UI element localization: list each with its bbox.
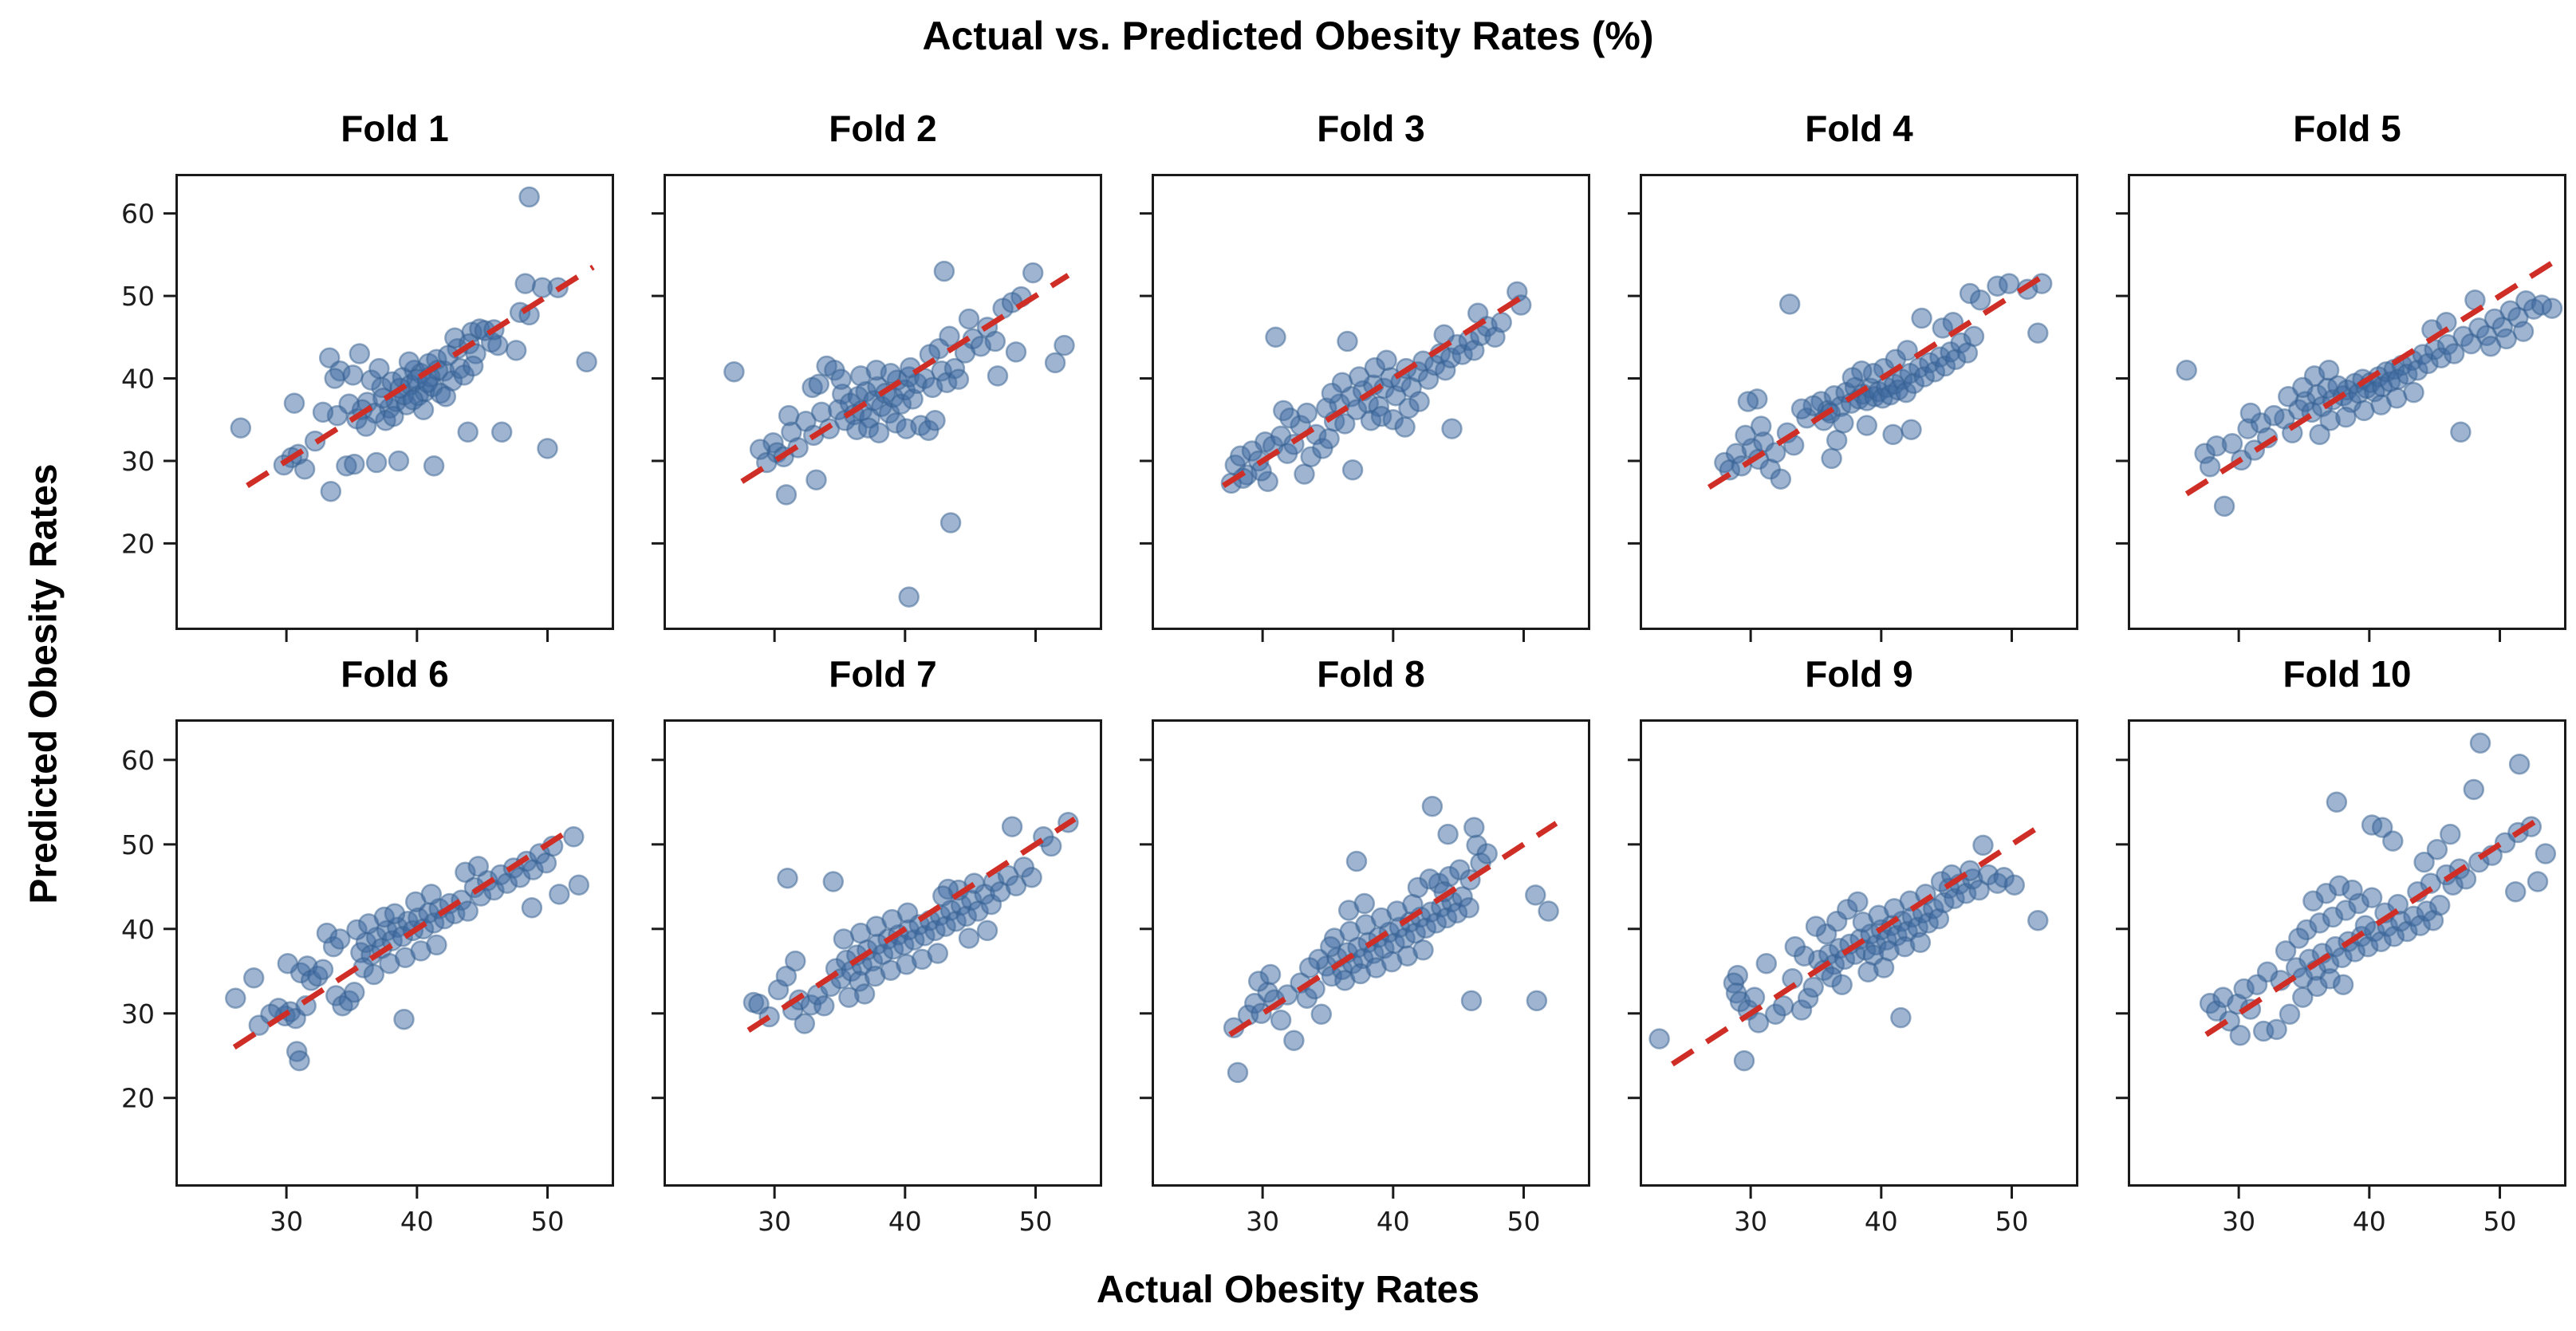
y-tick-label: 50	[121, 281, 155, 312]
scatter-plot-fold-3	[1140, 174, 1590, 642]
axis-ticks	[163, 758, 549, 1199]
x-tick-label: 30	[270, 1206, 303, 1237]
identity-line	[2204, 812, 2547, 1038]
axis-ticks	[2116, 758, 2502, 1199]
x-tick-label: 50	[531, 1206, 565, 1237]
identity-line	[1222, 295, 1523, 488]
x-tick-label: 50	[1019, 1206, 1053, 1237]
axis-ticks	[1628, 758, 2014, 1199]
x-tick-label: 40	[1865, 1206, 1898, 1237]
x-tick-label: 40	[2353, 1206, 2386, 1237]
x-tick-label: 50	[1507, 1206, 1541, 1237]
x-tick-label: 40	[1377, 1206, 1410, 1237]
scatter-plot-fold-9: 30 40 50	[1628, 719, 2078, 1237]
identity-line	[2184, 260, 2554, 497]
axis-ticks	[163, 212, 549, 642]
y-tick-label: 50	[121, 829, 155, 860]
y-tick-label: 60	[121, 199, 155, 230]
scatter-points	[2176, 289, 2563, 518]
identity-line	[232, 825, 576, 1050]
x-tick-label: 30	[1246, 1206, 1279, 1237]
axis-ticks	[1140, 758, 1526, 1199]
axes-spines	[2128, 174, 2566, 630]
identity-line	[246, 264, 595, 488]
axes-spines	[664, 174, 1102, 630]
axes-spines	[1152, 719, 1590, 1187]
subplot-title-fold-7: Fold 7	[829, 653, 937, 695]
scatter-points	[225, 826, 590, 1072]
x-tick-label: 30	[1734, 1206, 1767, 1237]
scatter-plot-fold-6: 20 30 40 50 60 30 40 50	[121, 719, 614, 1237]
y-tick-label: 30	[121, 446, 155, 477]
x-tick-label: 30	[758, 1206, 791, 1237]
scatter-points	[1714, 273, 2053, 490]
identity-line	[1228, 821, 1558, 1038]
y-tick-label: 60	[121, 745, 155, 776]
scatter-plot-fold-8: 30 40 50	[1140, 719, 1590, 1237]
axes-spines	[1152, 174, 1590, 630]
x-tick-label: 30	[2222, 1206, 2255, 1237]
identity-line	[1707, 273, 2046, 490]
x-tick-label: 40	[400, 1206, 434, 1237]
scatter-plot-fold-2	[652, 174, 1102, 642]
subplot-title-fold-9: Fold 9	[1805, 653, 1913, 695]
x-axis-label: Actual Obesity Rates	[1096, 1269, 1480, 1311]
x-tick-label: 40	[888, 1206, 922, 1237]
x-tick-label: 50	[1995, 1206, 2029, 1237]
subplot-title-fold-1: Fold 1	[341, 108, 449, 149]
axis-ticks	[1140, 212, 1526, 642]
axis-ticks	[2116, 212, 2502, 642]
axes-spines	[175, 719, 614, 1187]
y-axis-label: Predicted Obesity Rates	[22, 463, 65, 904]
x-tick-label: 50	[2483, 1206, 2517, 1237]
identity-line	[740, 273, 1070, 484]
subplot-title-fold-5: Fold 5	[2293, 108, 2401, 149]
scatter-plot-fold-10: 30 40 50	[2116, 719, 2566, 1237]
axis-ticks	[652, 758, 1038, 1199]
scatter-points	[1223, 795, 1559, 1084]
scatter-points	[723, 260, 1075, 608]
scatter-points	[230, 186, 597, 502]
subplot-title-fold-4: Fold 4	[1805, 108, 1913, 149]
y-tick-label: 30	[121, 998, 155, 1030]
scatter-points	[2199, 732, 2557, 1046]
y-tick-label: 40	[121, 914, 155, 945]
subplot-title-fold-8: Fold 8	[1317, 653, 1425, 695]
scatter-plot-fold-5	[2116, 174, 2566, 642]
scatter-plot-fold-7: 30 40 50	[652, 719, 1102, 1237]
axis-ticks	[1628, 212, 2014, 642]
axes-spines	[1640, 174, 2078, 630]
subplot-title-fold-6: Fold 6	[341, 653, 449, 695]
scatter-plot-fold-4	[1628, 174, 2078, 642]
subplot-title-fold-3: Fold 3	[1317, 108, 1425, 149]
identity-line	[1670, 825, 2040, 1067]
axes-spines	[1640, 719, 2078, 1187]
axes-spines	[175, 174, 614, 630]
y-tick-label: 20	[121, 1083, 155, 1114]
y-tick-label: 20	[121, 528, 155, 559]
scatter-points	[1648, 834, 2049, 1072]
y-tick-label: 40	[121, 364, 155, 395]
axis-ticks	[652, 212, 1038, 642]
figure-title: Actual vs. Predicted Obesity Rates (%)	[922, 14, 1654, 58]
axes-spines	[664, 719, 1102, 1187]
identity-line	[746, 817, 1077, 1033]
subplot-title-fold-10: Fold 10	[2283, 653, 2412, 695]
scatter-plot-fold-1: 20 30 40 50 60	[121, 174, 614, 642]
subplot-title-fold-2: Fold 2	[829, 108, 937, 149]
axes-spines	[2128, 719, 2566, 1187]
